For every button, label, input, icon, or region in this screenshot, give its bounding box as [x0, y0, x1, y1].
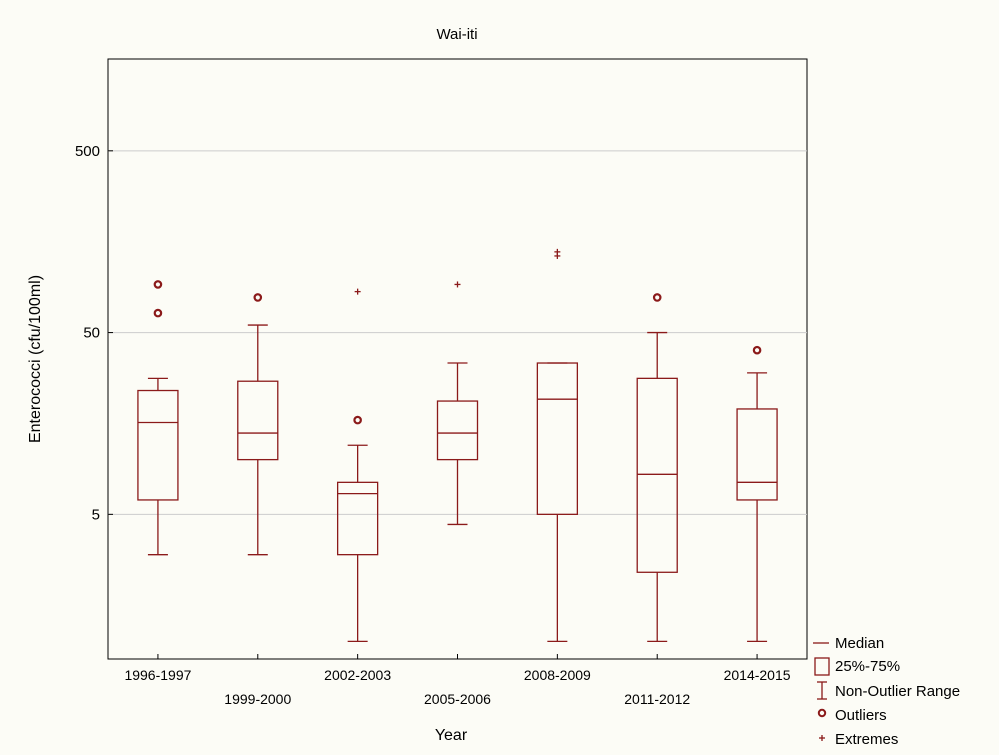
x-tick-label: 2005-2006 [424, 691, 491, 707]
legend-range-label: Non-Outlier Range [835, 683, 960, 700]
x-tick-label: 1996-1997 [124, 667, 191, 683]
x-tick-label: 2011-2012 [624, 691, 690, 707]
box-1996-1997 [137, 280, 179, 556]
iqr-box [736, 408, 778, 501]
extreme-point [354, 288, 361, 295]
iqr-box [336, 481, 379, 556]
x-tick-label: 2014-2015 [724, 667, 791, 683]
outlier-point [652, 293, 662, 302]
extreme-point [554, 248, 561, 255]
y-tick-label: 500 [75, 143, 100, 160]
y-tick-label: 5 [92, 506, 100, 523]
legend: Median 25%-75% Non-Outlier Range Outlier… [813, 635, 960, 748]
outlier-point [153, 308, 163, 318]
box-2008-2009 [536, 248, 579, 643]
y-axis-tick-labels: 5 50 500 [75, 143, 100, 524]
box-2011-2012 [636, 293, 678, 643]
iqr-box [137, 389, 179, 501]
legend-extreme-swatch [819, 735, 825, 741]
box-series [137, 248, 778, 643]
legend-median-label: Median [835, 635, 884, 652]
legend-box-label: 25%-75% [835, 658, 900, 675]
iqr-box [436, 400, 479, 461]
box-2014-2015 [736, 345, 778, 643]
extreme-point [454, 281, 461, 288]
iqr-box [636, 377, 678, 573]
box-2002-2003 [336, 288, 379, 643]
x-axis-tick-labels: 1996-1997 1999-2000 2002-2003 2005-2006 2008… [124, 654, 791, 707]
outlier-point [253, 293, 263, 302]
y-tick-label: 50 [83, 325, 100, 342]
legend-outlier-swatch [817, 708, 827, 718]
x-axis-label: Year [435, 727, 468, 744]
legend-box-swatch [814, 657, 830, 676]
y-axis-label: Enterococci (cfu/100ml) [27, 275, 44, 443]
outlier-point [353, 415, 362, 425]
x-tick-label: 2002-2003 [324, 667, 391, 683]
chart-title: Wai-iti [436, 26, 477, 43]
outlier-point [752, 345, 762, 355]
x-tick-label: 1999-2000 [224, 691, 291, 707]
iqr-box [237, 380, 279, 461]
outlier-point [153, 280, 163, 289]
box-1999-2000 [237, 293, 279, 556]
legend-range-swatch [817, 681, 827, 700]
legend-outlier-label: Outliers [835, 707, 887, 724]
iqr-box [536, 362, 579, 515]
legend-extreme-label: Extremes [835, 731, 898, 748]
plot-frame [107, 58, 808, 660]
x-tick-label: 2008-2009 [524, 667, 591, 683]
box-2005-2006 [436, 281, 479, 526]
